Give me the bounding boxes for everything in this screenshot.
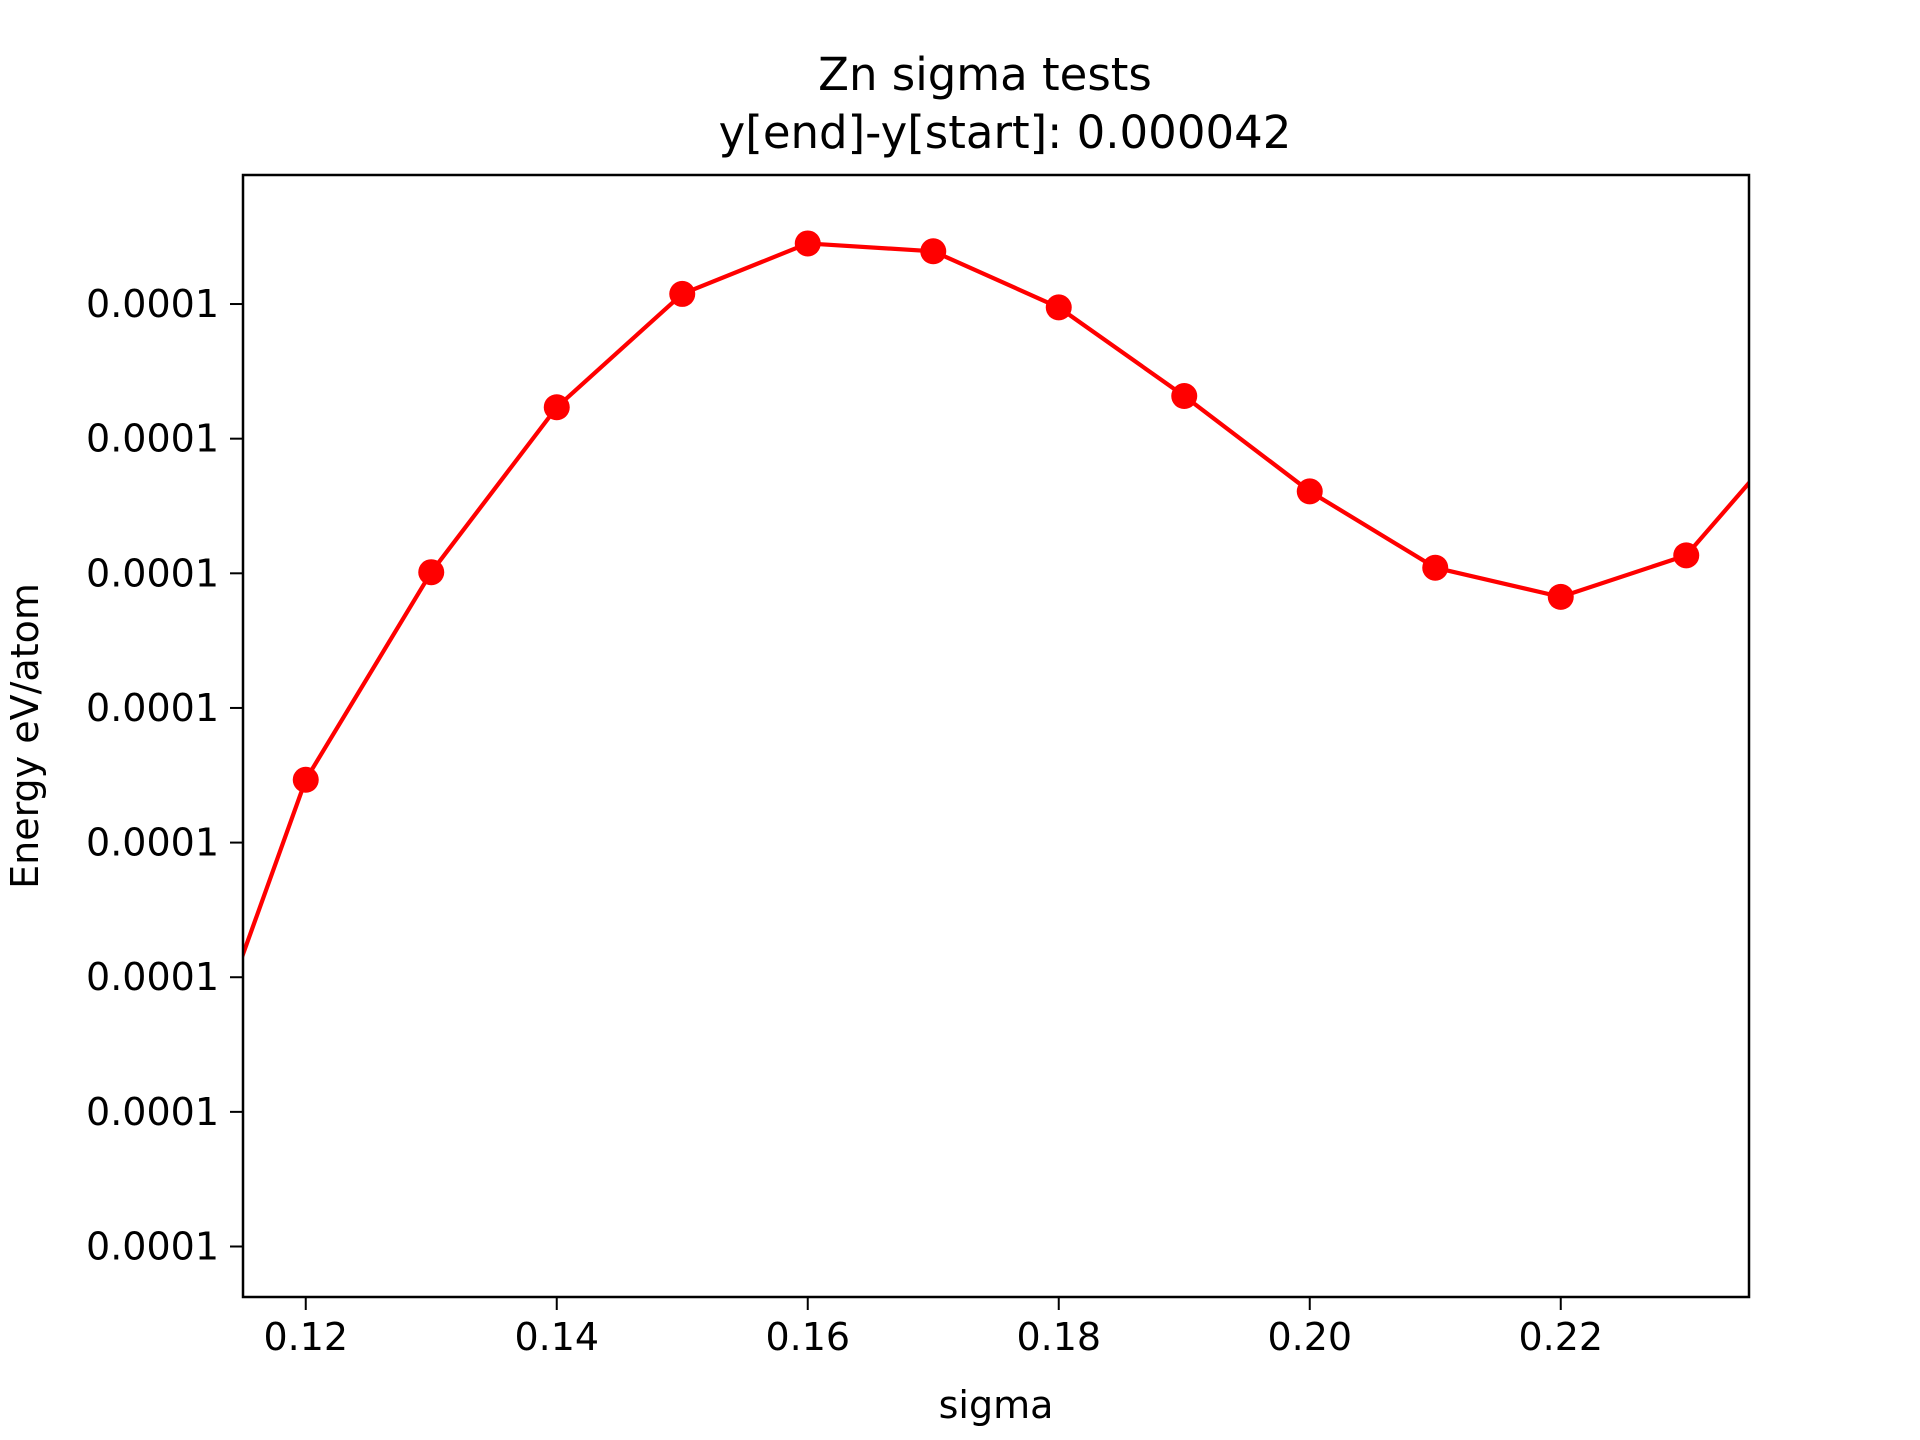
x-tick-label: 0.16	[765, 1315, 850, 1359]
data-point	[543, 394, 570, 421]
y-tick-label: 0.0001	[86, 551, 219, 595]
data-point	[794, 230, 821, 257]
x-tick-label: 0.12	[263, 1315, 348, 1359]
x-tick-label: 0.22	[1518, 1315, 1603, 1359]
x-axis-title: sigma	[939, 1383, 1054, 1427]
axes-frame	[241, 173, 1751, 1299]
y-tick-label: 0.0001	[86, 821, 219, 865]
y-axis-title: Energy eV/atom	[3, 583, 47, 889]
y-tick-label: 0.0001	[86, 1090, 219, 1134]
y-tick-label: 0.0001	[86, 686, 219, 730]
plot-area	[243, 230, 1825, 961]
series-line	[243, 241, 1749, 961]
data-point	[418, 559, 445, 586]
data-point	[669, 280, 696, 307]
x-tick-label: 0.14	[514, 1315, 599, 1359]
data-point	[292, 766, 319, 793]
y-tick-label: 0.0001	[86, 1225, 219, 1269]
y-tick-label: 0.0001	[86, 955, 219, 999]
data-point	[1171, 383, 1198, 410]
y-tick-label: 0.0001	[86, 282, 219, 326]
data-point	[1673, 542, 1700, 569]
chart-subtitle: y[end]-y[start]: 0.000042	[719, 106, 1292, 159]
y-tick-label: 0.0001	[86, 417, 219, 461]
data-point	[1799, 398, 1825, 424]
data-point	[1296, 478, 1323, 505]
y-axis: 0.0001 0.0001 0.0001 0.0001 0.0001 0.0001 0.00…	[86, 282, 243, 1269]
x-tick-label: 0.20	[1267, 1315, 1352, 1359]
data-point	[920, 238, 947, 265]
x-axis: 0.12 0.14 0.16 0.18 0.20 0.22	[263, 1297, 1603, 1359]
x-tick-label: 0.18	[1016, 1315, 1101, 1359]
data-point	[1547, 583, 1574, 610]
chart-title: Zn sigma tests	[818, 48, 1152, 101]
data-point	[1422, 554, 1449, 581]
data-point	[1045, 294, 1072, 321]
